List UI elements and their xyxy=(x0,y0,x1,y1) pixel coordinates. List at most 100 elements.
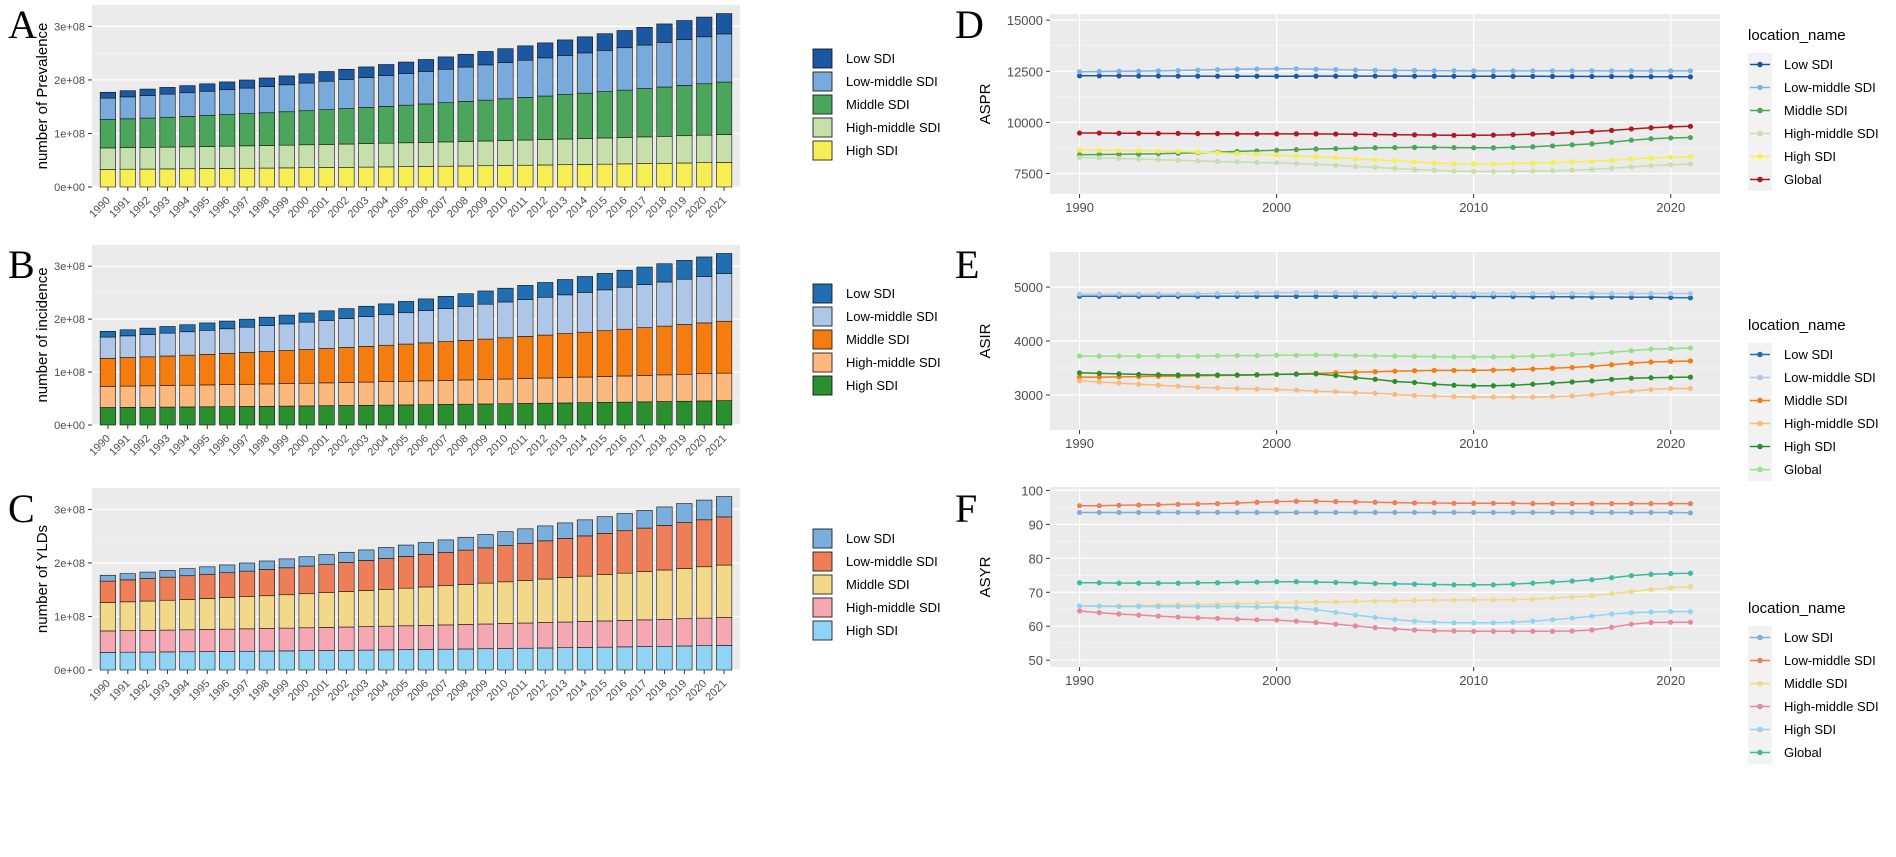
point-high-sdi-2011 xyxy=(1490,161,1496,167)
point-low-middle-sdi-2013 xyxy=(1530,501,1536,507)
bar-low-sdi-2014 xyxy=(576,36,594,54)
bar-low-middle-sdi-1994 xyxy=(179,331,196,356)
bar-low-sdi-2005 xyxy=(398,544,415,557)
point-low-sdi-2003 xyxy=(1333,73,1339,79)
bar-middle-sdi-1997 xyxy=(238,113,256,147)
x-tick-label: 2002 xyxy=(326,195,352,221)
series-global xyxy=(1076,123,1694,138)
bar-low-sdi-1998 xyxy=(258,560,275,570)
bar-high-sdi-2005 xyxy=(398,649,415,671)
point-middle-sdi-2010 xyxy=(1471,367,1477,373)
point-high-middle-sdi-2018 xyxy=(1628,164,1634,170)
bar-low-sdi-2019 xyxy=(676,503,693,523)
bar-high-middle-sdi-2002 xyxy=(338,143,355,168)
point-high-middle-sdi-2015 xyxy=(1569,628,1575,634)
point-global-2017 xyxy=(1609,127,1615,133)
point-global-1996 xyxy=(1195,580,1201,586)
x-tick-label: 2021 xyxy=(703,678,729,704)
bar-high-middle-sdi-2001 xyxy=(318,382,335,407)
bar-high-sdi-2002 xyxy=(338,167,355,188)
x-tick-label: 2001 xyxy=(306,433,332,459)
x-tick-label: 2007 xyxy=(425,678,451,704)
bar-low-sdi-2021 xyxy=(716,253,733,274)
point-high-middle-sdi-2008 xyxy=(1431,628,1437,634)
bar-middle-sdi-2005 xyxy=(398,587,415,627)
point-high-sdi-2000 xyxy=(1274,371,1280,378)
x-tick-label: 2004 xyxy=(366,195,392,221)
x-tick-label: 2017 xyxy=(624,433,650,459)
point-low-sdi-2017 xyxy=(1609,73,1615,80)
bar-high-sdi-2012 xyxy=(537,647,554,671)
point-middle-sdi-2001 xyxy=(1293,599,1299,606)
point-low-sdi-1996 xyxy=(1195,73,1201,79)
point-high-middle-sdi-2001 xyxy=(1293,160,1299,167)
y-tick-label: 10000 xyxy=(1007,115,1043,130)
point-high-middle-sdi-2010 xyxy=(1471,168,1477,175)
point-low-middle-sdi-2013 xyxy=(1530,68,1536,74)
bar-middle-sdi-2008 xyxy=(457,340,474,381)
line-high-middle-sdi xyxy=(1079,610,1691,633)
point-middle-sdi-2000 xyxy=(1274,600,1280,606)
point-low-sdi-2001 xyxy=(1293,509,1299,516)
point-high-sdi-2009 xyxy=(1451,620,1457,626)
bar-middle-sdi-2019 xyxy=(676,568,693,620)
bar-low-sdi-2009 xyxy=(477,534,494,549)
point-low-sdi-1994 xyxy=(1155,73,1161,79)
bar-high-middle-sdi-2005 xyxy=(398,380,415,406)
bar-low-middle-sdi-1993 xyxy=(159,332,176,357)
bar-low-sdi-2021 xyxy=(716,496,733,518)
x-tick-label: 1995 xyxy=(187,433,213,459)
legend-point-low-middle-sdi xyxy=(1757,374,1763,381)
x-tick-label: 1990 xyxy=(1065,200,1094,215)
bar-high-sdi-2012 xyxy=(537,402,554,426)
bar-low-sdi-2016 xyxy=(616,269,633,288)
point-high-middle-sdi-2008 xyxy=(1431,393,1437,399)
point-middle-sdi-2010 xyxy=(1471,597,1477,603)
point-low-sdi-2000 xyxy=(1274,73,1280,79)
bar-low-sdi-2001 xyxy=(318,71,335,82)
point-low-sdi-2012 xyxy=(1510,509,1516,516)
point-low-sdi-1994 xyxy=(1155,509,1161,516)
bar-high-sdi-2018 xyxy=(656,645,673,671)
bar-high-sdi-1995 xyxy=(199,651,216,671)
point-low-middle-sdi-1992 xyxy=(1116,291,1122,297)
x-tick-label: 2012 xyxy=(525,195,551,221)
bar-low-sdi-2004 xyxy=(378,547,395,559)
bar-high-sdi-1997 xyxy=(238,406,256,426)
point-low-sdi-1993 xyxy=(1136,73,1142,79)
x-tick-label: 2015 xyxy=(584,195,610,221)
y-tick-label: 80 xyxy=(1029,551,1043,566)
bar-low-sdi-2010 xyxy=(497,287,514,303)
bar-middle-sdi-2021 xyxy=(716,81,733,135)
panel-letter-F: F xyxy=(955,486,977,531)
bar-high-sdi-2002 xyxy=(338,405,355,426)
point-high-sdi-1991 xyxy=(1096,370,1102,376)
point-high-middle-sdi-2011 xyxy=(1490,394,1496,400)
point-high-middle-sdi-1994 xyxy=(1155,613,1161,619)
bar-low-sdi-2017 xyxy=(636,266,653,285)
plot-background xyxy=(1050,487,1720,667)
point-high-middle-sdi-2021 xyxy=(1687,161,1694,167)
y-tick-label: 50 xyxy=(1029,653,1043,668)
legend-swatch-high-sdi xyxy=(812,140,833,161)
series-high-middle-sdi xyxy=(1076,154,1694,175)
point-high-middle-sdi-2006 xyxy=(1392,165,1398,172)
point-high-middle-sdi-1995 xyxy=(1175,157,1181,163)
point-middle-sdi-2015 xyxy=(1569,142,1575,148)
point-low-sdi-1991 xyxy=(1096,509,1102,516)
point-low-sdi-2016 xyxy=(1589,73,1595,80)
point-low-sdi-2019 xyxy=(1648,74,1654,80)
x-tick-label: 2017 xyxy=(624,195,650,221)
point-low-middle-sdi-2004 xyxy=(1352,499,1359,505)
bar-low-middle-sdi-1999 xyxy=(278,567,295,596)
point-middle-sdi-2021 xyxy=(1687,134,1694,141)
point-high-middle-sdi-1998 xyxy=(1234,159,1240,165)
bar-low-sdi-2016 xyxy=(616,30,633,49)
bar-low-sdi-2007 xyxy=(437,296,454,309)
y-tick-label: 0e+00 xyxy=(54,420,85,432)
x-tick-label: 2000 xyxy=(286,195,312,221)
point-global-1998 xyxy=(1234,352,1240,359)
point-high-sdi-2013 xyxy=(1530,381,1536,387)
y-tick-label: 1e+08 xyxy=(54,367,85,379)
